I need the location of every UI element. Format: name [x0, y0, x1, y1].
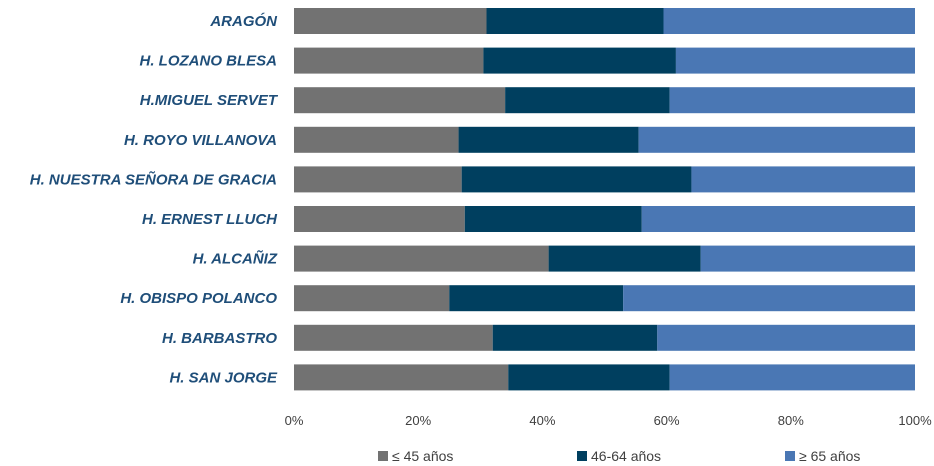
bar-segment-h-san-jorge-series-1: [294, 364, 509, 391]
bar-segment-h-alcaniz-series-2: [548, 245, 701, 272]
legend-swatch-series-3: [785, 451, 795, 461]
bar-segment-h-ernest-lluch-series-1: [294, 206, 465, 232]
x-axis-tick-labels: 0% 20% 40% 60% 80% 100%: [285, 413, 932, 428]
bar-segment-h-nuestra-senora-de-gracia-series-1: [294, 166, 462, 193]
category-label-h-lozano-blesa: H. LOZANO BLESA: [140, 53, 278, 70]
category-label-h-miguel-servet: H.MIGUEL SERVET: [140, 92, 279, 109]
bar-segment-h-alcaniz-series-1: [294, 245, 549, 272]
x-tick-label: 20%: [405, 413, 431, 428]
x-tick-label: 0%: [285, 413, 304, 428]
legend-swatch-series-2: [577, 451, 587, 461]
bar-segment-h-obispo-polanco-series-2: [449, 285, 624, 312]
bar-segment-h-ernest-lluch-series-3: [641, 206, 915, 232]
bar-segment-h-royo-villanova-series-3: [638, 126, 915, 153]
x-tick-label: 40%: [529, 413, 555, 428]
bar-segment-aragon-series-2: [486, 8, 664, 34]
bars-group: [294, 8, 915, 391]
category-label-h-alcaniz: H. ALCAÑIZ: [193, 250, 278, 268]
legend-label-series-2: 46-64 años: [591, 448, 661, 464]
bar-segment-h-obispo-polanco-series-1: [294, 285, 450, 312]
legend: ≤ 45 años 46-64 años ≥ 65 años: [378, 448, 860, 464]
category-label-h-ernest-lluch: H. ERNEST LLUCH: [142, 211, 278, 228]
bar-segment-h-royo-villanova-series-1: [294, 126, 459, 153]
category-label-h-royo-villanova: H. ROYO VILLANOVA: [124, 132, 277, 149]
bar-segment-h-alcaniz-series-3: [700, 245, 915, 272]
bar-segment-h-lozano-blesa-series-2: [483, 47, 676, 74]
category-label-h-san-jorge: H. SAN JORGE: [169, 369, 278, 386]
legend-swatch-series-1: [378, 451, 388, 461]
bar-segment-aragon-series-1: [294, 8, 487, 34]
bar-segment-h-miguel-servet-series-3: [669, 87, 915, 114]
bar-segment-h-nuestra-senora-de-gracia-series-2: [461, 166, 692, 193]
legend-label-series-3: ≥ 65 años: [799, 448, 860, 464]
category-label-aragon: ARAGÓN: [209, 12, 278, 30]
category-labels: ARAGÓN H. LOZANO BLESA H.MIGUEL SERVET H. R…: [30, 12, 279, 386]
category-label-h-nuestra-senora-de-gracia: H. NUESTRA SEÑORA DE GRACIA: [30, 170, 277, 188]
bar-segment-h-lozano-blesa-series-1: [294, 47, 484, 74]
legend-label-series-1: ≤ 45 años: [392, 448, 453, 464]
bar-segment-h-barbastro-series-2: [492, 324, 658, 351]
x-tick-label: 60%: [654, 413, 680, 428]
bar-segment-h-obispo-polanco-series-3: [623, 285, 915, 312]
bar-segment-h-ernest-lluch-series-2: [464, 206, 642, 232]
bar-segment-h-san-jorge-series-2: [508, 364, 670, 391]
category-label-h-obispo-polanco: H. OBISPO POLANCO: [120, 290, 277, 307]
bar-segment-h-lozano-blesa-series-3: [675, 47, 915, 74]
bar-segment-h-nuestra-senora-de-gracia-series-3: [691, 166, 915, 193]
bar-segment-h-royo-villanova-series-2: [458, 126, 639, 153]
bar-segment-h-barbastro-series-3: [657, 324, 915, 351]
bar-segment-h-san-jorge-series-3: [669, 364, 915, 391]
bar-segment-h-barbastro-series-1: [294, 324, 493, 351]
x-tick-label: 100%: [898, 413, 932, 428]
x-tick-label: 80%: [778, 413, 804, 428]
bar-segment-h-miguel-servet-series-1: [294, 87, 506, 114]
bar-segment-h-miguel-servet-series-2: [505, 87, 670, 114]
category-label-h-barbastro: H. BARBASTRO: [162, 330, 277, 347]
bar-segment-aragon-series-3: [663, 8, 915, 34]
